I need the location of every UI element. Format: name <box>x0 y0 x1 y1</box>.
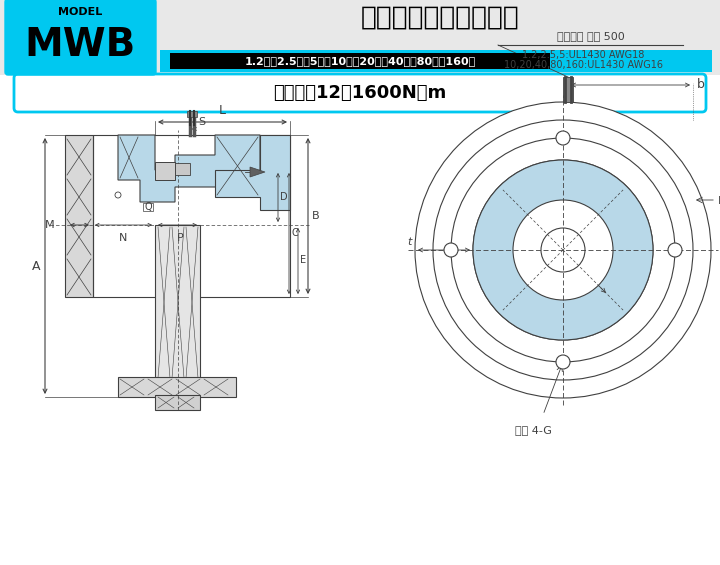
Bar <box>0 110 720 565</box>
Circle shape <box>541 228 585 272</box>
Text: t: t <box>408 237 412 247</box>
Circle shape <box>493 180 633 320</box>
Circle shape <box>115 192 121 198</box>
Bar <box>170 53 550 69</box>
Bar <box>155 225 200 380</box>
Text: M: M <box>45 220 55 230</box>
Text: B: B <box>312 211 320 221</box>
Bar <box>0 0 720 75</box>
Text: リード線 長さ 500: リード線 長さ 500 <box>557 31 625 41</box>
Text: 10,20,40,80,160:UL1430 AWG16: 10,20,40,80,160:UL1430 AWG16 <box>503 60 662 70</box>
Text: E: E <box>300 255 306 265</box>
Bar <box>155 395 200 410</box>
Text: トルク：12～1600N・m: トルク：12～1600N・m <box>274 84 446 102</box>
Circle shape <box>513 200 613 300</box>
Polygon shape <box>250 167 265 177</box>
Text: 1.2,2.5,5:UL1430 AWG18: 1.2,2.5,5:UL1430 AWG18 <box>522 50 644 60</box>
Circle shape <box>668 243 682 257</box>
Circle shape <box>451 138 675 362</box>
Text: S: S <box>198 117 205 127</box>
Circle shape <box>473 160 653 340</box>
Bar <box>187 111 197 117</box>
Bar <box>118 377 236 397</box>
Polygon shape <box>215 135 290 210</box>
Text: P: P <box>176 233 184 243</box>
Circle shape <box>556 131 570 145</box>
Text: 1.2形、2.5形、5形、10形、20形、40形、80形、160形: 1.2形、2.5形、5形、10形、20形、40形、80形、160形 <box>244 56 476 66</box>
Bar <box>65 135 93 297</box>
Circle shape <box>473 160 653 340</box>
Text: MODEL: MODEL <box>58 7 102 17</box>
Text: C: C <box>291 228 298 238</box>
Bar <box>143 203 153 211</box>
Text: 油稴 4-G: 油稴 4-G <box>515 425 552 435</box>
Bar <box>93 135 290 297</box>
FancyBboxPatch shape <box>5 0 156 75</box>
Text: A: A <box>32 259 40 272</box>
Circle shape <box>433 120 693 380</box>
Text: b: b <box>697 79 705 92</box>
Text: N: N <box>119 233 127 243</box>
Polygon shape <box>118 135 260 202</box>
Bar <box>175 163 190 175</box>
Circle shape <box>513 200 613 300</box>
Circle shape <box>444 243 458 257</box>
Text: 湿式多板電磁ブレーキ: 湿式多板電磁ブレーキ <box>361 5 519 31</box>
Bar <box>563 77 573 102</box>
FancyBboxPatch shape <box>14 74 706 112</box>
Text: d: d <box>575 260 583 273</box>
Text: D: D <box>280 192 287 202</box>
Text: F-深さT: F-深さT <box>718 195 720 205</box>
Circle shape <box>415 102 711 398</box>
Text: MWB: MWB <box>24 26 135 64</box>
Text: Q: Q <box>144 202 152 212</box>
Text: L: L <box>219 104 226 117</box>
Bar <box>160 50 712 72</box>
Circle shape <box>556 355 570 369</box>
Circle shape <box>541 228 585 272</box>
Bar <box>0 75 720 110</box>
Bar <box>155 162 175 180</box>
